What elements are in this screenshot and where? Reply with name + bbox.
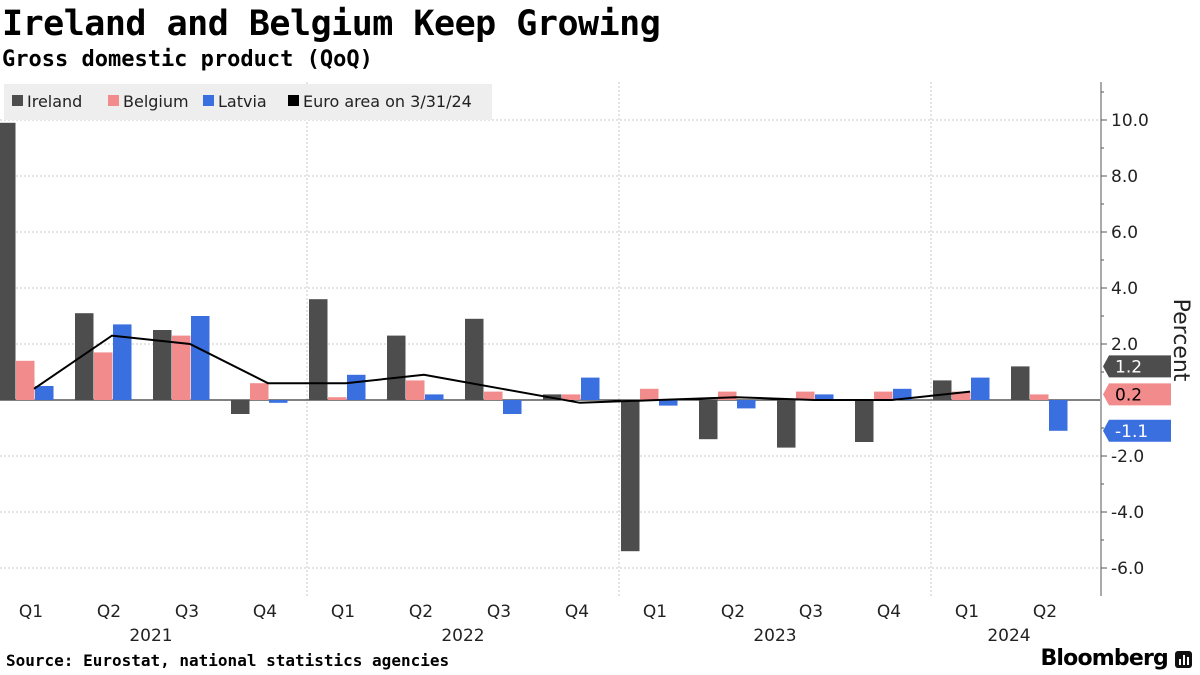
bar-latvia	[347, 374, 366, 400]
bar-belgium	[1030, 394, 1049, 400]
bar-latvia	[113, 324, 132, 400]
bar-belgium	[874, 391, 893, 400]
x-tick-label: Q4	[877, 602, 901, 622]
y-tick-label: -4.0	[1111, 503, 1144, 523]
bar-belgium	[172, 335, 191, 400]
y-tick-label: 6.0	[1111, 223, 1138, 243]
bar-ireland	[75, 313, 94, 400]
x-tick-label: Q1	[955, 602, 979, 622]
y-tick-label: 2.0	[1111, 335, 1138, 355]
y-tick-label: 8.0	[1111, 167, 1138, 187]
y-tick-label: 4.0	[1111, 279, 1138, 299]
chart-title: Ireland and Belgium Keep Growing	[2, 4, 661, 44]
x-year-label: 2021	[129, 626, 172, 646]
bar-latvia	[1049, 400, 1068, 431]
y-tick-label: -2.0	[1111, 447, 1144, 467]
bar-ireland	[387, 335, 406, 400]
bar-ireland	[231, 400, 250, 414]
bar-latvia	[815, 394, 834, 400]
bar-ireland	[1011, 366, 1030, 400]
x-tick-label: Q1	[19, 602, 43, 622]
x-year-label: 2024	[987, 626, 1030, 646]
x-tick-label: Q2	[721, 602, 745, 622]
y-tick-label: 10.0	[1111, 111, 1149, 131]
legend: Ireland Belgium Latvia Euro area on 3/31/24	[4, 84, 492, 120]
bar-ireland	[855, 400, 874, 442]
x-tick-label: Q1	[331, 602, 355, 622]
bar-ireland	[0, 122, 16, 401]
bar-ireland	[699, 400, 718, 440]
bar-belgium	[796, 391, 815, 400]
end-label-text: -1.1	[1115, 422, 1148, 442]
bar-latvia	[425, 394, 444, 400]
end-label-text: 0.2	[1115, 385, 1142, 405]
end-label-ireland: 1.2	[1103, 355, 1171, 378]
legend-label-euro_area: Euro area on 3/31/24	[303, 92, 472, 111]
legend-swatch-belgium	[108, 95, 119, 106]
end-label-belgium: 0.2	[1103, 383, 1171, 406]
x-tick-label: Q2	[97, 602, 121, 622]
end-label-text: 1.2	[1115, 357, 1142, 377]
x-tick-label: Q4	[565, 602, 589, 622]
bar-belgium	[952, 391, 971, 400]
legend-label-belgium: Belgium	[123, 92, 189, 111]
bar-latvia	[581, 377, 600, 400]
bloomberg-bars-icon	[1175, 651, 1192, 668]
bar-belgium	[484, 391, 503, 400]
end-label-box	[1103, 419, 1171, 442]
bar-belgium	[94, 352, 113, 400]
x-tick-label: Q3	[175, 602, 199, 622]
source-note: Source: Eurostat, national statistics ag…	[6, 651, 450, 670]
bar-belgium	[250, 383, 269, 400]
x-tick-label: Q3	[487, 602, 511, 622]
end-label-latvia: -1.1	[1103, 419, 1171, 442]
legend-label-ireland: Ireland	[27, 92, 82, 111]
legend-label-latvia: Latvia	[218, 92, 267, 111]
legend-swatch-ireland	[12, 95, 23, 106]
x-tick-label: Q1	[643, 602, 667, 622]
bar-ireland	[153, 330, 172, 400]
x-tick-label: Q3	[799, 602, 823, 622]
x-tick-label: Q4	[253, 602, 277, 622]
bar-belgium	[16, 360, 35, 400]
bar-latvia	[35, 386, 54, 400]
bar-belgium	[718, 391, 737, 400]
bar-ireland	[465, 318, 484, 400]
bar-ireland	[309, 299, 328, 400]
bar-belgium	[406, 380, 425, 400]
bar-latvia	[503, 400, 522, 414]
bar-ireland	[933, 380, 952, 400]
x-tick-label: Q2	[409, 602, 433, 622]
bar-ireland	[621, 400, 640, 552]
bar-latvia	[269, 400, 288, 403]
y-axis-label: Percent	[1168, 299, 1193, 382]
y-tick-label: -6.0	[1111, 559, 1144, 579]
legend-swatch-latvia	[203, 95, 214, 106]
x-tick-label: Q2	[1033, 602, 1057, 622]
end-label-box	[1103, 355, 1171, 378]
x-year-label: 2023	[753, 626, 796, 646]
bar-latvia	[737, 400, 756, 409]
bar-belgium	[640, 388, 659, 400]
legend-swatch-euro_area	[288, 95, 299, 106]
legend-background	[4, 84, 492, 120]
bar-latvia	[893, 388, 912, 400]
line-euro-area	[33, 334, 971, 404]
bar-belgium	[328, 397, 347, 400]
x-year-label: 2022	[441, 626, 484, 646]
end-label-box	[1103, 383, 1171, 406]
bar-ireland	[777, 400, 796, 448]
brand-logo-text: Bloomberg	[1040, 646, 1168, 671]
bar-latvia	[191, 316, 210, 400]
bar-belgium	[562, 394, 581, 400]
bar-latvia	[659, 400, 678, 406]
bar-latvia	[971, 377, 990, 400]
chart-subtitle: Gross domestic product (QoQ)	[2, 47, 373, 72]
